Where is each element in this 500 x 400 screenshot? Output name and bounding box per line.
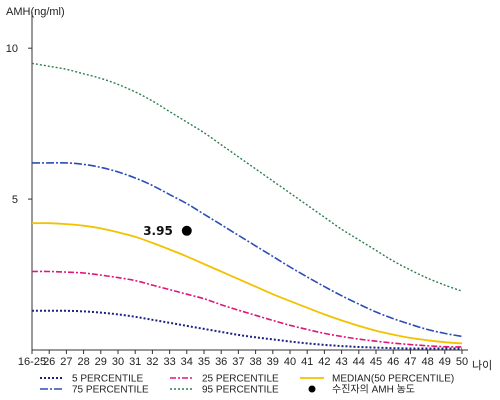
x-tick-label: 49 xyxy=(439,356,451,368)
legend-item: 95 PERCENTILE xyxy=(170,385,279,396)
x-tick-label: 16-25 xyxy=(18,356,46,368)
legend: 5 PERCENTILE 25 PERCENTILE MEDIAN(50 PERCE… xyxy=(40,374,454,396)
x-tick-label: 27 xyxy=(60,356,72,368)
x-tick-label: 41 xyxy=(301,356,313,368)
x-tick-label: 47 xyxy=(404,356,416,368)
x-tick-label: 34 xyxy=(181,356,193,368)
series-line-2 xyxy=(31,222,463,345)
y-tick-label: 10 xyxy=(6,43,18,55)
x-tick-label: 44 xyxy=(353,356,365,368)
x-tick-label: 36 xyxy=(215,356,227,368)
x-tick-label: 38 xyxy=(249,356,261,368)
patient-point-label: 3.95 xyxy=(143,224,173,238)
x-tick-label: 48 xyxy=(421,356,433,368)
x-tick-label: 37 xyxy=(232,356,244,368)
legend-label: 75 PERCENTILE xyxy=(72,385,149,396)
series-line-1 xyxy=(31,270,463,348)
x-tick-label: 33 xyxy=(163,356,175,368)
legend-label: 수진자의 AMH 농도 xyxy=(332,384,415,396)
x-tick-label: 43 xyxy=(335,356,347,368)
x-tick-label: 35 xyxy=(198,356,210,368)
x-tick-label: 31 xyxy=(129,356,141,368)
y-tick-label: 5 xyxy=(12,194,18,206)
x-tick-label: 45 xyxy=(370,356,382,368)
series-line-4 xyxy=(31,62,463,292)
series-line-0 xyxy=(32,309,462,350)
y-axis-title: AMH(ng/ml) xyxy=(6,6,65,18)
x-tick-label: 30 xyxy=(112,356,124,368)
x-tick-label: 46 xyxy=(387,356,399,368)
legend-item: 25 PERCENTILE xyxy=(170,374,279,385)
x-axis-title: 나이 xyxy=(472,359,492,372)
patient-point xyxy=(181,225,192,236)
x-tick-label: 32 xyxy=(146,356,158,368)
legend-label: 95 PERCENTILE xyxy=(202,385,279,396)
legend-item: 75 PERCENTILE xyxy=(40,385,149,396)
series-line-3 xyxy=(31,161,463,338)
legend-label: 5 PERCENTILE xyxy=(72,374,143,385)
x-tick-label: 40 xyxy=(284,356,296,368)
legend-swatch xyxy=(308,385,316,393)
legend-label: MEDIAN(50 PERCENTILE) xyxy=(332,374,454,385)
x-tick-label: 50 xyxy=(456,356,468,368)
x-tick-label: 28 xyxy=(77,356,89,368)
points-layer: 3.95 xyxy=(143,224,192,238)
legend-label: 25 PERCENTILE xyxy=(202,374,279,385)
legend-item: 5 PERCENTILE xyxy=(40,374,143,385)
series-layer xyxy=(31,62,463,350)
legend-item: 수진자의 AMH 농도 xyxy=(308,384,415,396)
x-tick-label: 29 xyxy=(95,356,107,368)
x-tick-label: 26 xyxy=(43,356,55,368)
legend-item: MEDIAN(50 PERCENTILE) xyxy=(300,374,454,385)
x-tick-label: 42 xyxy=(318,356,330,368)
x-tick-label: 39 xyxy=(267,356,279,368)
